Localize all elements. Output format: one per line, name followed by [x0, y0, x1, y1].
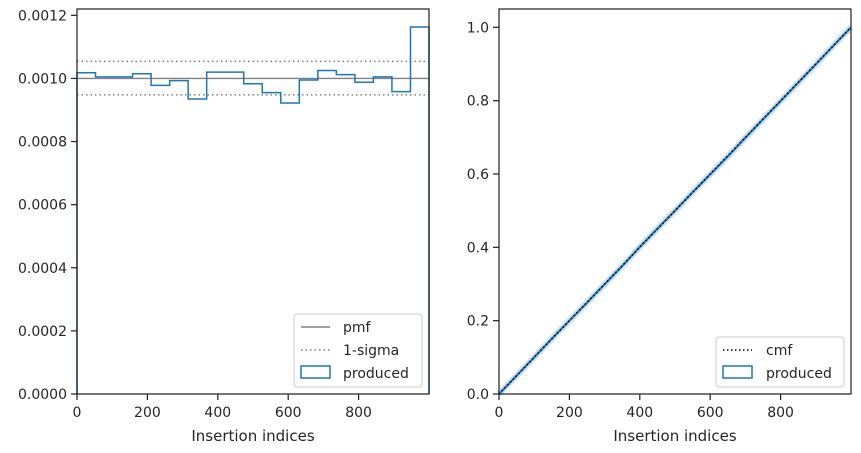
legend-produced-label-2: produced — [766, 366, 832, 382]
cmf-axes-frame — [498, 8, 852, 395]
legend-sigma-label: 1-sigma — [343, 343, 399, 359]
cmf-ytick-label: 0.0 — [467, 387, 489, 403]
pmf-axes-frame — [76, 8, 430, 395]
pmf-xlabel: Insertion indices — [191, 427, 314, 445]
pmf-ytick-label: 0.0000 — [18, 387, 67, 403]
pmf-legend: pmf 1-sigma produced — [293, 313, 423, 388]
cmf-ytick-label: 1.0 — [467, 20, 489, 36]
cmf-xlabel: Insertion indices — [613, 427, 736, 445]
pmf-ytick-label: 0.0008 — [18, 135, 67, 151]
pmf-ytick-label: 0.0012 — [18, 8, 67, 24]
cmf-panel: 0 200 400 600 800 0.0 0.2 0.4 0.6 0.8 1.0 Insertio… — [467, 8, 854, 445]
cmf-ytick-label: 0.6 — [467, 167, 489, 183]
pmf-ytick-label: 0.0004 — [18, 261, 67, 277]
pmf-xtick-label: 200 — [134, 405, 161, 421]
pmf-panel: 0 200 400 600 800 0.0000 0.0002 0.0004 0.0006 0.0… — [18, 8, 430, 445]
cmf-xtick-label: 200 — [556, 405, 583, 421]
legend-produced-swatch — [300, 365, 331, 379]
produced-step-histogram — [76, 26, 430, 394]
legend-produced-swatch-2 — [722, 365, 753, 379]
pmf-xtick-label: 400 — [204, 405, 231, 421]
cmf-ytick-label: 0.4 — [467, 240, 489, 256]
pmf-xtick-label: 0 — [73, 405, 82, 421]
pmf-ytick-label: 0.0010 — [18, 71, 67, 87]
legend-produced-label: produced — [343, 366, 409, 382]
pmf-ytick-label: 0.0006 — [18, 198, 67, 214]
cmf-xtick-label: 400 — [626, 405, 653, 421]
cmf-legend: cmf produced — [715, 336, 845, 388]
legend-pmf-label: pmf — [343, 320, 372, 336]
cmf-ytick-label: 0.8 — [467, 94, 489, 110]
cmf-line — [498, 26, 852, 395]
pmf-ytick-label: 0.0002 — [18, 324, 67, 340]
cmf-xtick-label: 0 — [495, 405, 504, 421]
cmf-ytick-label: 0.2 — [467, 314, 489, 330]
pmf-xtick-label: 800 — [345, 405, 372, 421]
cmf-xtick-label: 600 — [697, 405, 724, 421]
legend-cmf-label: cmf — [766, 343, 793, 359]
pmf-xtick-label: 600 — [275, 405, 302, 421]
cmf-xtick-label: 800 — [767, 405, 794, 421]
